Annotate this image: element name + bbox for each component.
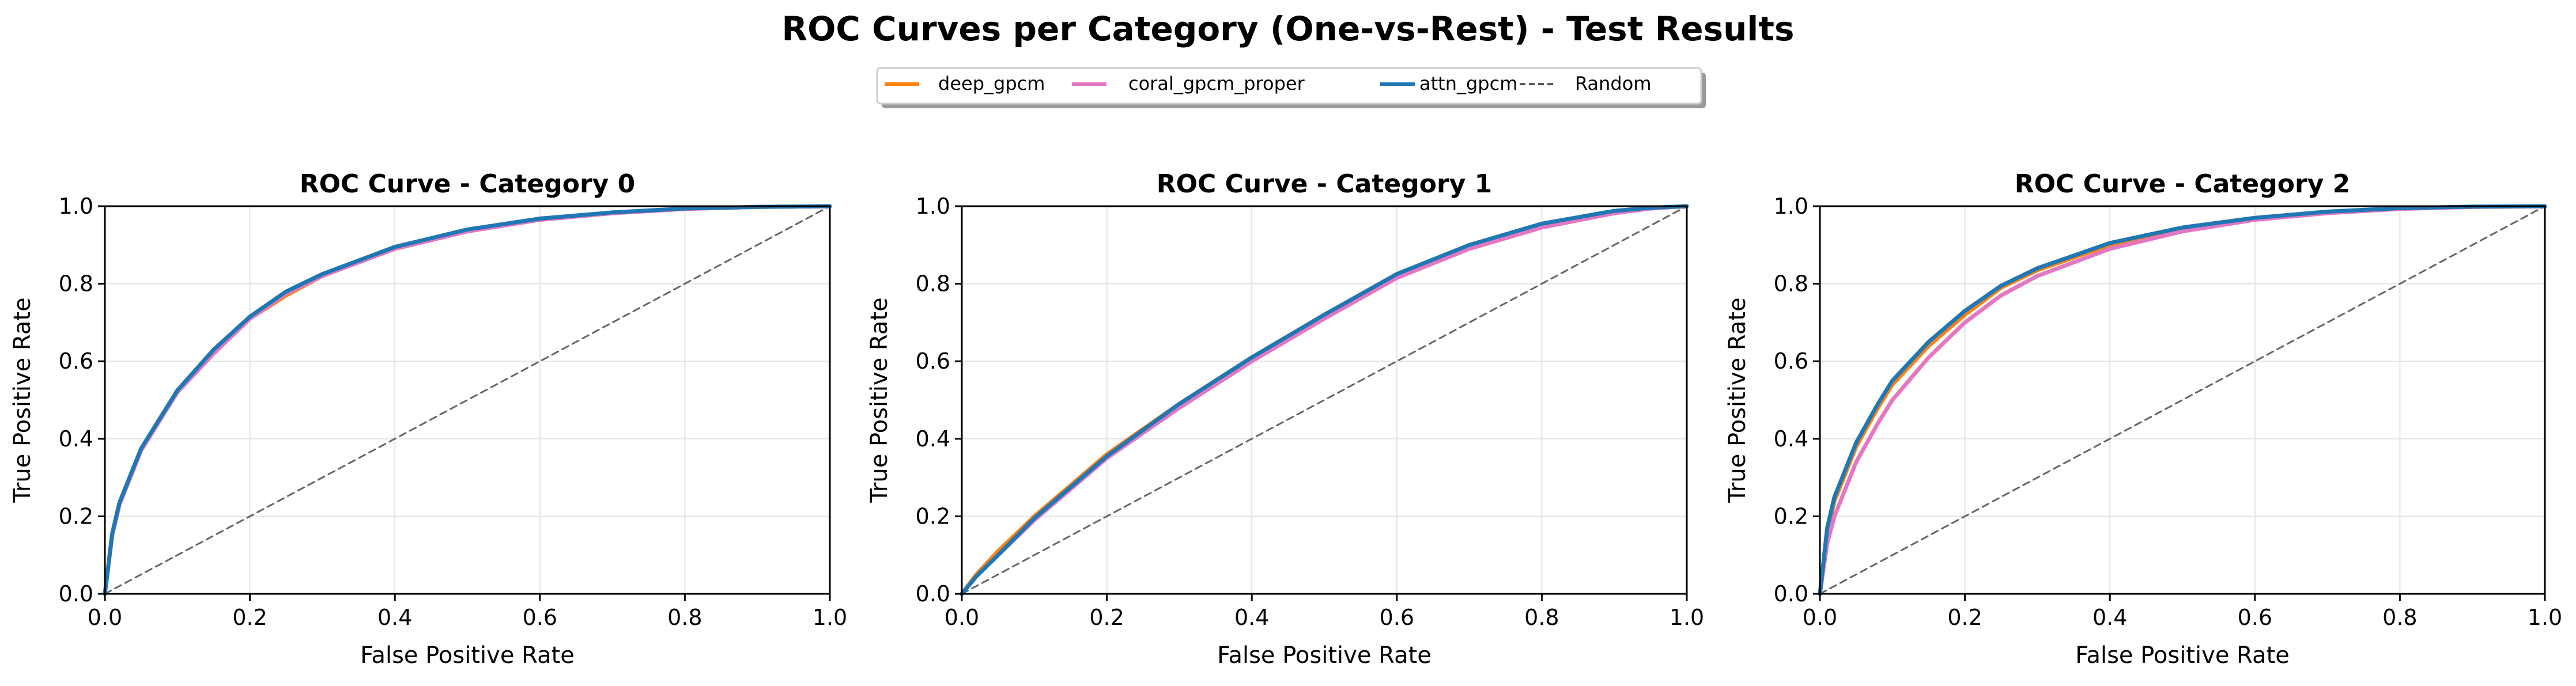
x-tick-label: 1.0 [1670,605,1704,630]
x-tick-label: 0.4 [2092,605,2127,630]
series-line-random [961,205,1688,595]
x-tick-label: 0.6 [523,605,557,630]
x-tick-label: 0.8 [2382,605,2417,630]
y-tick-label: 0.0 [1774,581,1808,607]
y-tick-label: 0.6 [916,348,950,374]
y-tick-label: 0.4 [59,426,93,452]
legend-label-deep-gpcm: deep_gpcm [938,73,1045,94]
series-line-attn-gpcm [1818,204,2547,596]
series-line-attn-gpcm [103,204,832,596]
y-tick-label: 0.0 [916,581,950,607]
y-tick-label: 0.0 [59,581,93,607]
x-tick-label: 0.0 [88,605,122,630]
x-tick-label: 0.2 [1089,605,1124,630]
x-tick-label: 0.2 [1947,605,1982,630]
x-tick-label: 0.0 [945,605,979,630]
panel-title: ROC Curve - Category 0 [300,169,636,199]
series-line-attn-gpcm [960,204,1689,596]
chart-panel-0: 0.0 0.2 0.4 0.6 0.8 1.0 0.0 0.2 0.4 0.6 0.8 1.0 ROC … [9,169,847,669]
x-tick-label: 1.0 [813,605,847,630]
panel-title: ROC Curve - Category 2 [2015,169,2351,199]
legend-label-attn-gpcm: attn_gpcm [1419,73,1517,94]
chart-panel-1: 0.0 0.2 0.4 0.6 0.8 1.0 0.0 0.2 0.4 0.6 0.8 1.0 ROC … [866,169,1704,669]
x-tick-label: 0.8 [1524,605,1559,630]
y-tick-label: 0.8 [59,271,93,297]
y-tick-label: 0.4 [916,426,950,452]
y-tick-label: 1.0 [1774,194,1808,219]
y-tick-label: 0.4 [1774,426,1808,452]
panel-title: ROC Curve - Category 1 [1157,169,1493,199]
y-axis-label: True Positive Rate [1724,297,1751,503]
x-tick-label: 0.6 [2238,605,2272,630]
series-line-random [104,205,831,595]
x-axis-label: False Positive Rate [1217,642,1431,669]
x-tick-label: 0.2 [232,605,267,630]
panels: 0.0 0.2 0.4 0.6 0.8 1.0 0.0 0.2 0.4 0.6 0.8 1.0 ROC … [9,169,2562,669]
x-axis-label: False Positive Rate [2075,642,2290,669]
x-tick-label: 0.8 [667,605,702,630]
axes-frame [961,205,1688,595]
x-tick-label: 0.0 [1803,605,1837,630]
legend-label-random: Random [1575,73,1651,94]
x-tick-label: 0.4 [1234,605,1269,630]
legend-label-coral-gpcm-proper: coral_gpcm_proper [1128,73,1305,94]
y-tick-label: 0.2 [1774,503,1808,529]
y-tick-label: 0.8 [1774,271,1808,297]
y-tick-label: 1.0 [916,194,950,219]
y-tick-label: 1.0 [59,194,93,219]
x-axis-label: False Positive Rate [360,642,575,669]
figure-title: ROC Curves per Category (One-vs-Rest) - … [781,9,1794,48]
y-tick-label: 0.6 [59,348,93,374]
x-tick-label: 0.6 [1380,605,1414,630]
axes-frame [1819,205,2546,595]
y-tick-label: 0.2 [59,503,93,529]
legend: deep_gpcm coral_gpcm_proper attn_gpcm Ra… [876,67,1706,108]
y-axis-label: True Positive Rate [9,297,36,503]
x-tick-label: 0.4 [377,605,412,630]
series-line-random [1819,205,2546,595]
legend-box [876,67,1702,105]
y-tick-label: 0.6 [1774,348,1808,374]
y-axis-label: True Positive Rate [866,297,893,503]
x-tick-label: 1.0 [2528,605,2562,630]
chart-panel-2: 0.0 0.2 0.4 0.6 0.8 1.0 0.0 0.2 0.4 0.6 0.8 1.0 ROC … [1724,169,2562,669]
y-tick-label: 0.2 [916,503,950,529]
y-tick-label: 0.8 [916,271,950,297]
axes-frame [104,205,831,595]
